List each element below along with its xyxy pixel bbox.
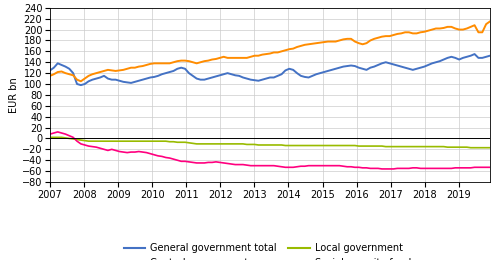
Line: General government total: General government total: [50, 54, 490, 85]
Local government: [314, 144, 320, 147]
Social security funds: [151, 62, 157, 65]
Local government: [487, 146, 493, 149]
General government total: [217, 74, 223, 77]
General government total: [47, 69, 53, 72]
Central government: [109, 148, 115, 151]
General government total: [194, 77, 200, 80]
Central government: [151, 153, 157, 156]
Y-axis label: EUR bn: EUR bn: [9, 77, 19, 113]
Line: Central government: Central government: [50, 132, 490, 169]
Legend: General government total, Central government, Local government, Social security : General government total, Central govern…: [120, 239, 420, 260]
Central government: [440, 167, 446, 170]
Line: Social security funds: Social security funds: [50, 21, 490, 81]
Local government: [105, 140, 111, 143]
Local government: [190, 142, 196, 145]
Social security funds: [317, 41, 323, 44]
Local government: [433, 145, 439, 148]
General government total: [78, 83, 84, 87]
Social security funds: [437, 27, 443, 30]
Social security funds: [78, 80, 84, 83]
Social security funds: [217, 56, 223, 60]
Central government: [194, 161, 200, 165]
Social security funds: [109, 69, 115, 72]
Central government: [379, 167, 385, 171]
General government total: [317, 72, 323, 75]
Social security funds: [47, 74, 53, 77]
Central government: [47, 133, 53, 136]
Central government: [217, 161, 223, 164]
Central government: [54, 130, 60, 133]
Central government: [317, 164, 323, 167]
General government total: [437, 60, 443, 63]
Social security funds: [487, 20, 493, 23]
General government total: [109, 78, 115, 81]
Local government: [468, 146, 473, 149]
Line: Local government: Local government: [50, 137, 490, 148]
Central government: [487, 166, 493, 169]
General government total: [151, 75, 157, 79]
General government total: [472, 53, 478, 56]
Social security funds: [194, 62, 200, 65]
Local government: [47, 136, 53, 139]
Local government: [213, 142, 219, 145]
General government total: [487, 54, 493, 57]
Local government: [148, 140, 154, 143]
